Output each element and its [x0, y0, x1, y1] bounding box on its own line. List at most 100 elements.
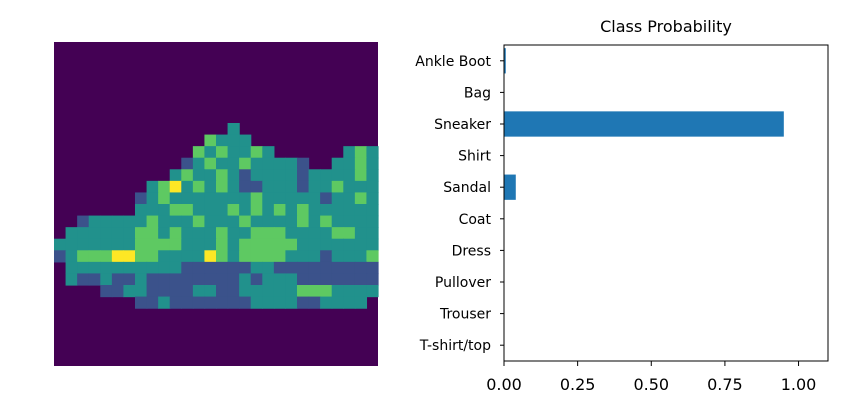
- image-pixel: [158, 180, 171, 194]
- image-pixel: [192, 169, 206, 182]
- image-pixel: [297, 227, 310, 240]
- image-pixel: [216, 157, 229, 170]
- image-pixel: [135, 238, 148, 251]
- image-pixel: [111, 227, 125, 240]
- image-pixel: [204, 250, 217, 263]
- image-pixel: [297, 238, 310, 251]
- image-pixel: [262, 204, 275, 217]
- image-pixel: [262, 215, 275, 228]
- image-pixel: [227, 180, 240, 194]
- image-pixel: [343, 146, 356, 159]
- image-pixel: [366, 273, 379, 286]
- image-pixel: [297, 285, 310, 298]
- image-pixel: [250, 169, 263, 182]
- image-pixel: [77, 227, 90, 240]
- image-pixel: [250, 285, 263, 298]
- image-pixel: [100, 261, 113, 275]
- image-pixel: [239, 134, 252, 147]
- image-pixel: [285, 192, 298, 205]
- image-pixel: [285, 285, 298, 298]
- image-pixel: [331, 250, 344, 263]
- image-pixel: [216, 192, 229, 205]
- image-pixel: [111, 273, 125, 286]
- image-pixel: [181, 215, 194, 228]
- image-pixel: [192, 215, 206, 228]
- image-pixel: [297, 250, 310, 263]
- image-pixel: [192, 261, 206, 275]
- image-pixel: [88, 273, 101, 286]
- image-pixel: [77, 261, 90, 275]
- image-pixel: [331, 227, 344, 240]
- image-pixel: [343, 238, 356, 251]
- y-tick-label: T-shirt/top: [419, 338, 491, 354]
- image-pixel: [146, 204, 159, 217]
- image-pixel: [320, 215, 333, 228]
- image-pixel: [354, 215, 368, 228]
- image-pixel: [169, 192, 182, 205]
- image-pixel: [204, 169, 217, 182]
- image-pixel: [320, 238, 333, 251]
- image-pixel: [169, 169, 182, 182]
- bars: [504, 48, 784, 200]
- image-pixel: [297, 157, 310, 170]
- image-pixel: [320, 180, 333, 194]
- image-pixel: [181, 204, 194, 217]
- image-pixel: [262, 169, 275, 182]
- image-pixel: [262, 250, 275, 263]
- image-pixel: [181, 192, 194, 205]
- image-pixel: [146, 180, 159, 194]
- image-pixel: [204, 180, 217, 194]
- image-pixel: [216, 146, 229, 159]
- image-pixel: [227, 227, 240, 240]
- image-pixel: [146, 273, 159, 286]
- image-pixel: [273, 192, 287, 205]
- chart-title: Class Probability: [600, 17, 732, 36]
- image-pixel: [181, 296, 194, 309]
- image-pixel: [123, 261, 136, 275]
- image-pixel: [250, 180, 263, 194]
- image-pixel: [308, 296, 321, 309]
- bar-sneaker: [504, 111, 784, 137]
- image-pixel: [204, 146, 217, 159]
- image-pixel: [262, 180, 275, 194]
- image-pixel: [169, 227, 182, 240]
- image-pixel: [111, 238, 125, 251]
- image-pixel: [250, 273, 263, 286]
- image-pixel: [239, 227, 252, 240]
- image-pixel: [273, 238, 287, 251]
- image-pixel: [285, 169, 298, 182]
- image-pixel: [285, 180, 298, 194]
- image-pixel: [227, 134, 240, 147]
- image-pixel: [366, 180, 379, 194]
- image-pixel: [227, 204, 240, 217]
- image-pixel: [343, 261, 356, 275]
- image-pixel: [366, 250, 379, 263]
- image-pixel: [216, 180, 229, 194]
- image-pixel: [146, 261, 159, 275]
- image-pixel: [308, 169, 321, 182]
- image-pixel: [100, 238, 113, 251]
- image-pixel: [88, 261, 101, 275]
- image-pixel: [285, 204, 298, 217]
- image-pixel: [366, 157, 379, 170]
- image-pixel: [216, 227, 229, 240]
- image-pixel: [262, 192, 275, 205]
- image-pixel: [354, 273, 368, 286]
- image-pixel: [204, 285, 217, 298]
- image-pixel: [285, 261, 298, 275]
- image-pixel: [227, 157, 240, 170]
- image-pixel: [262, 227, 275, 240]
- image-pixel: [54, 238, 67, 251]
- image-pixel: [192, 157, 206, 170]
- image-pixel: [331, 238, 344, 251]
- image-pixel: [169, 261, 182, 275]
- image-pixel: [354, 192, 368, 205]
- image-pixel: [216, 215, 229, 228]
- image-pixel: [204, 204, 217, 217]
- x-tick-label: 1.00: [781, 375, 817, 394]
- plot-frame: [503, 44, 829, 362]
- image-pixel: [250, 250, 263, 263]
- image-pixel: [88, 238, 101, 251]
- image-pixel: [192, 227, 206, 240]
